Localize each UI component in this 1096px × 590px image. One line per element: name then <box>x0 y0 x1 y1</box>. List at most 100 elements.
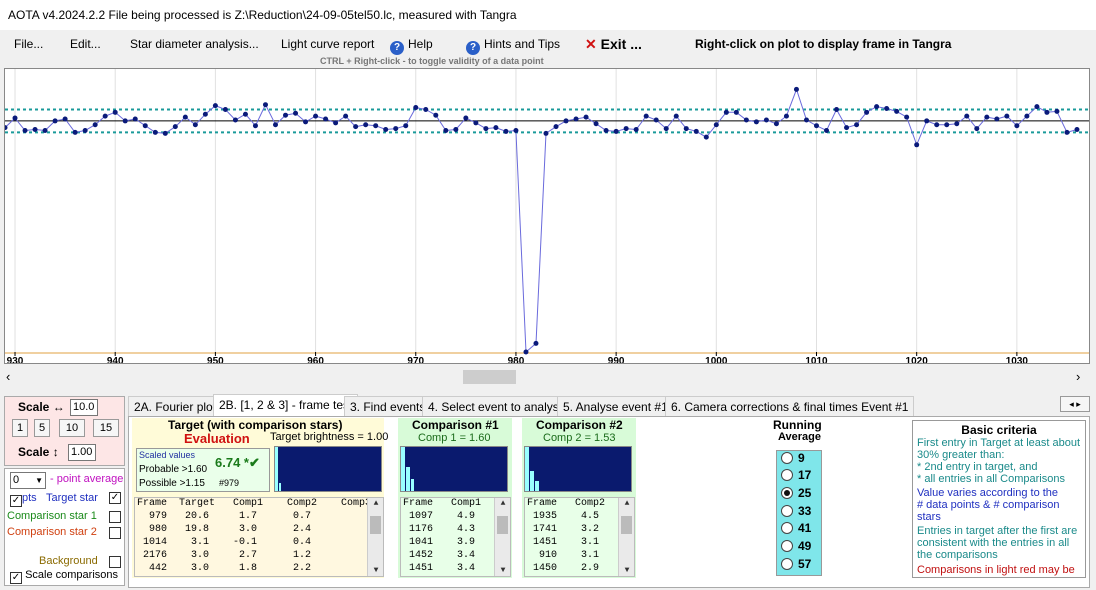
data-point <box>52 118 58 124</box>
data-point <box>182 114 188 120</box>
menu-file[interactable]: File... <box>14 37 44 51</box>
running-option-17[interactable]: 17 <box>781 468 811 482</box>
tab-frame-test[interactable]: 2B. [1, 2 & 3] - frame test <box>213 394 359 416</box>
data-point <box>272 122 278 128</box>
data-point <box>693 128 699 134</box>
scroll-up-icon[interactable]: ▲ <box>624 499 630 508</box>
scroll-thumb[interactable] <box>463 370 516 384</box>
menu-help[interactable]: ? Help <box>390 37 433 55</box>
scale-btn-5[interactable]: 5 <box>34 419 50 437</box>
menu-star-diameter[interactable]: Star diameter analysis... <box>130 37 259 51</box>
scroll-up-icon[interactable]: ▲ <box>373 499 379 508</box>
scroll-right-icon[interactable]: › <box>1076 369 1081 384</box>
comparison2-subtitle: Comp 2 = 1.53 <box>543 432 616 444</box>
running-option-33[interactable]: 33 <box>781 504 811 518</box>
data-point <box>713 122 719 128</box>
data-point <box>192 122 198 128</box>
data-point <box>413 105 419 111</box>
comp1-label: Comparison star 1 <box>7 510 97 522</box>
data-point <box>122 118 128 124</box>
comp2-checkbox[interactable] <box>109 527 121 539</box>
tab-fourier-plot[interactable]: 2A. Fourier plot <box>128 396 223 416</box>
data-point <box>813 123 819 129</box>
comp2-label: Comparison star 2 <box>7 526 97 538</box>
table-row: 1014 3.1 -0.1 0.4 <box>137 537 312 548</box>
data-point <box>92 122 98 128</box>
data-point <box>1074 127 1080 133</box>
scale-h-text: Scale <box>18 400 50 414</box>
comp1-checkbox[interactable] <box>109 511 121 523</box>
running-option-57[interactable]: 57 <box>781 557 811 571</box>
running-option-41[interactable]: 41 <box>781 521 811 535</box>
check-icon: ✓ <box>10 572 22 584</box>
comparison1-table[interactable]: Frame Comp1 1097 4.9 1176 4.3 1041 3.9 1… <box>400 497 511 577</box>
menu-edit[interactable]: Edit... <box>70 37 101 51</box>
comparison2-table-scrollbar[interactable]: ▲ ▼ <box>618 498 634 576</box>
tab-analyse-event[interactable]: 5. Analyse event #1 <box>557 396 674 416</box>
light-curve-svg[interactable]: 930 940 950 960 970 980 990 1000 1010 1020 1030 <box>2 69 1089 367</box>
background-checkbox[interactable] <box>109 556 121 568</box>
possible-label: Possible >1.15 <box>139 478 205 489</box>
table-row: 1935 4.5 <box>527 511 600 522</box>
scroll-thumb[interactable] <box>497 516 508 534</box>
scale-v-input[interactable]: 1.00 <box>68 444 96 461</box>
target-table-scrollbar[interactable]: ▲ ▼ <box>367 498 383 576</box>
comparison2-histogram <box>524 446 632 492</box>
right-click-hint: Right-click on plot to display frame in … <box>695 37 952 51</box>
table-row: 2176 3.0 2.7 1.2 <box>137 550 312 561</box>
histogram-bar <box>535 481 539 491</box>
criteria-teal-block-2: Entries in target after the first are co… <box>913 525 1085 561</box>
evaluation-box: Scaled values Probable >1.60 Possible >1… <box>136 448 270 492</box>
scroll-down-icon[interactable]: ▼ <box>624 566 630 575</box>
data-point <box>854 122 860 128</box>
point-average-select[interactable]: 0 ▼ <box>10 472 46 489</box>
scroll-left-icon[interactable]: ‹ <box>6 369 11 384</box>
tab-scroll-buttons[interactable]: ◂ ▸ <box>1060 396 1090 412</box>
running-option-label: 49 <box>798 539 812 553</box>
comparison2-table[interactable]: Frame Comp2 1935 4.5 1741 3.2 1451 3.1 9… <box>524 497 635 577</box>
data-point <box>303 119 309 125</box>
criteria-line: unsuitable <box>917 576 1085 577</box>
scale-h-input[interactable]: 10.0 <box>70 399 98 416</box>
pts-checkbox[interactable]: ✓ pts <box>10 492 37 507</box>
tab-camera-corrections[interactable]: 6. Camera corrections & final times Even… <box>665 396 915 416</box>
menu-help-label: Help <box>408 37 433 51</box>
scale-btn-15[interactable]: 15 <box>93 419 119 437</box>
tab-select-event[interactable]: 4. Select event to analyse <box>422 396 572 416</box>
scroll-down-icon[interactable]: ▼ <box>500 566 506 575</box>
target-brightness: Target brightness = 1.00 <box>270 431 389 443</box>
scale-btn-1[interactable]: 1 <box>12 419 28 437</box>
data-point <box>844 125 850 131</box>
data-point <box>573 116 579 122</box>
data-point <box>984 114 990 120</box>
data-point <box>543 130 549 136</box>
running-option-label: 9 <box>798 451 805 465</box>
scroll-thumb[interactable] <box>621 516 632 534</box>
data-point <box>643 113 649 119</box>
running-option-49[interactable]: 49 <box>781 539 811 553</box>
scale-comparisons-checkbox[interactable]: ✓ Scale comparisons <box>10 569 118 584</box>
target-table[interactable]: Frame Target Comp1 Comp2 Comp3 979 20.6 … <box>134 497 384 577</box>
menu-light-curve-report[interactable]: Light curve report <box>281 37 375 51</box>
running-option-25[interactable]: 25 <box>781 486 811 500</box>
scroll-down-icon[interactable]: ▼ <box>373 566 379 575</box>
scale-btn-10[interactable]: 10 <box>59 419 85 437</box>
scroll-thumb[interactable] <box>370 516 381 534</box>
table-row: 979 20.6 1.7 0.7 <box>137 511 312 522</box>
target-star-checkbox[interactable]: ✓ <box>109 492 121 504</box>
light-curve-plot[interactable]: 930 940 950 960 970 980 990 1000 1010 1020 1030 <box>2 68 1090 367</box>
menu-exit[interactable]: ✕ Exit ... <box>585 36 642 53</box>
chevron-down-icon: ▼ <box>35 476 43 485</box>
plot-hscrollbar[interactable]: ‹ › <box>4 368 1090 386</box>
comparison1-table-scrollbar[interactable]: ▲ ▼ <box>494 498 510 576</box>
running-option-label: 41 <box>798 521 812 535</box>
data-point <box>1054 108 1060 114</box>
data-point <box>773 121 779 127</box>
scroll-up-icon[interactable]: ▲ <box>500 499 506 508</box>
running-option-9[interactable]: 9 <box>781 451 805 465</box>
running-option-label: 33 <box>798 504 812 518</box>
data-point <box>293 110 299 116</box>
menu-hints[interactable]: ? Hints and Tips <box>466 37 560 55</box>
data-point <box>623 126 629 132</box>
tab-find-events[interactable]: 3. Find events <box>344 396 432 416</box>
